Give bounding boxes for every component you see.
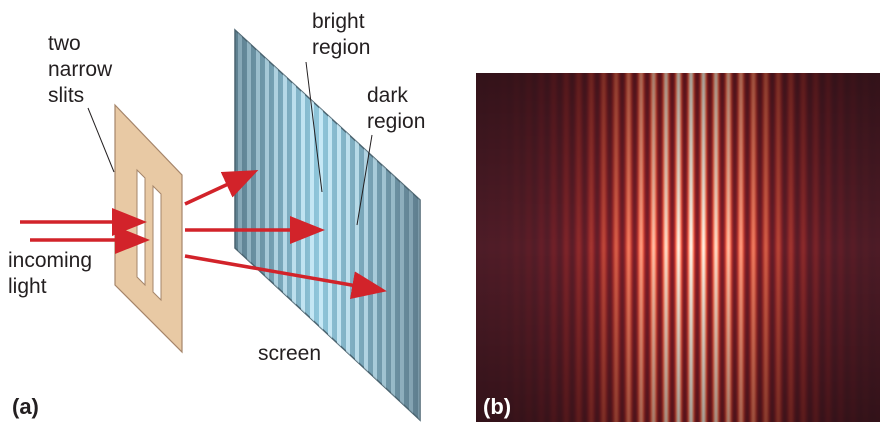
label: bright (312, 10, 365, 33)
screen-stripe (391, 0, 395, 425)
screen-stripe (337, 0, 341, 425)
label: light (8, 275, 47, 298)
screen-stripe (355, 0, 359, 425)
label: screen (258, 342, 321, 365)
screen-stripe (364, 0, 368, 425)
screen-stripe (346, 0, 350, 425)
screen-stripe (409, 0, 413, 425)
screen-stripe (418, 0, 422, 425)
screen-stripe (373, 0, 377, 425)
label: region (367, 110, 425, 133)
label: dark (367, 84, 408, 107)
fringe-photo (476, 73, 880, 422)
screen-stripe (382, 0, 386, 425)
label: two (48, 32, 81, 55)
screen-stripe (400, 0, 404, 425)
panel-tag: (b) (483, 394, 511, 419)
slit-plate (115, 105, 182, 352)
screen-stripe (328, 0, 332, 425)
screen-stripe (247, 0, 251, 425)
figure: two narrow slits bright region dark regi… (0, 0, 887, 425)
label: slits (48, 84, 84, 107)
label: narrow (48, 58, 113, 81)
label: incoming (8, 249, 92, 272)
label: region (312, 36, 370, 59)
panel-tag: (a) (12, 394, 39, 419)
screen-stripe (238, 0, 242, 425)
